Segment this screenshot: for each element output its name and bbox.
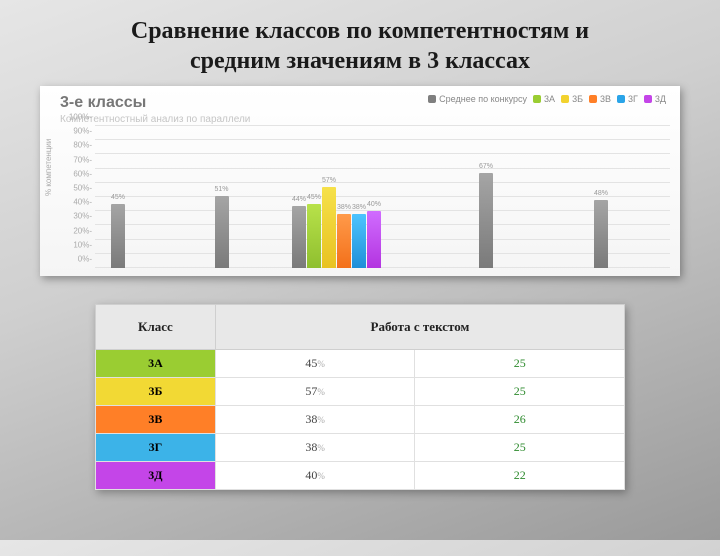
table-row: 3В38%26 bbox=[96, 406, 625, 434]
bar-group: 51% bbox=[215, 126, 229, 268]
y-tick-label: 10%- bbox=[60, 240, 92, 249]
bar-label: 45% bbox=[307, 194, 321, 201]
bar-group: 45% bbox=[111, 126, 125, 268]
bar: 45% bbox=[111, 204, 125, 268]
class-cell: 3А bbox=[96, 350, 216, 378]
bar-label: 38% bbox=[337, 204, 351, 211]
gridline bbox=[95, 196, 670, 197]
percent-cell: 45% bbox=[215, 350, 415, 378]
legend-swatch bbox=[617, 95, 625, 103]
percent-cell: 38% bbox=[215, 406, 415, 434]
legend-label: Среднее по конкурсу bbox=[439, 94, 527, 104]
y-tick-label: 0%- bbox=[60, 255, 92, 264]
gridline bbox=[95, 267, 670, 268]
legend-label: 3Д bbox=[655, 94, 666, 104]
gridline bbox=[95, 125, 670, 126]
legend-label: 3А bbox=[544, 94, 555, 104]
y-tick-label: 100%- bbox=[60, 113, 92, 122]
bar-group: 44%45%57%38%38%40% bbox=[292, 126, 381, 268]
table-row: 3Д40%22 bbox=[96, 462, 625, 490]
table-row: 3Б57%25 bbox=[96, 378, 625, 406]
bar: 40% bbox=[367, 211, 381, 268]
gridline bbox=[95, 168, 670, 169]
score-cell: 26 bbox=[415, 406, 625, 434]
legend-item: Среднее по конкурсу bbox=[428, 94, 527, 104]
y-tick-label: 50%- bbox=[60, 184, 92, 193]
chart-title: 3-е классы bbox=[60, 94, 146, 112]
percent-cell: 40% bbox=[215, 462, 415, 490]
col-header-class: Класс bbox=[96, 305, 216, 350]
bar: 38% bbox=[337, 214, 351, 268]
class-cell: 3Д bbox=[96, 462, 216, 490]
y-tick-label: 40%- bbox=[60, 198, 92, 207]
bar-label: 57% bbox=[322, 177, 336, 184]
chart-panel: 3-е классы Компетентностный анализ по па… bbox=[40, 86, 680, 276]
legend-item: 3Д bbox=[644, 94, 666, 104]
gridline bbox=[95, 224, 670, 225]
bar-label: 40% bbox=[367, 201, 381, 208]
bar: 67% bbox=[479, 173, 493, 268]
score-cell: 25 bbox=[415, 378, 625, 406]
bar-group: 67% bbox=[479, 126, 493, 268]
legend-item: 3В bbox=[589, 94, 611, 104]
bar: 48% bbox=[594, 200, 608, 268]
bar-group: 48% bbox=[594, 126, 608, 268]
title-line-2: средним значениям в 3 классах bbox=[190, 48, 530, 74]
bar: 51% bbox=[215, 196, 229, 268]
legend-swatch bbox=[428, 95, 436, 103]
title-line-1: Сравнение классов по компетентностям и bbox=[131, 18, 589, 44]
bar: 57% bbox=[322, 187, 336, 268]
bar-label: 48% bbox=[594, 190, 608, 197]
bar: 38% bbox=[352, 214, 366, 268]
table-body: 3А45%253Б57%253В38%263Г38%253Д40%22 bbox=[96, 350, 625, 490]
gridline bbox=[95, 139, 670, 140]
score-cell: 22 bbox=[415, 462, 625, 490]
percent-cell: 57% bbox=[215, 378, 415, 406]
legend-swatch bbox=[533, 95, 541, 103]
legend-item: 3Б bbox=[561, 94, 583, 104]
y-tick-label: 70%- bbox=[60, 155, 92, 164]
gridline bbox=[95, 182, 670, 183]
bar-label: 67% bbox=[479, 163, 493, 170]
chart-plot-area: 0%-10%-20%-30%-40%-50%-60%-70%-80%-90%-1… bbox=[95, 126, 670, 268]
table-row: 3Г38%25 bbox=[96, 434, 625, 462]
legend-swatch bbox=[589, 95, 597, 103]
bar: 45% bbox=[307, 204, 321, 268]
bar-label: 45% bbox=[111, 194, 125, 201]
score-cell: 25 bbox=[415, 350, 625, 378]
page-title: Сравнение классов по компетентностям и с… bbox=[40, 16, 680, 76]
gridline bbox=[95, 239, 670, 240]
bar-label: 38% bbox=[352, 204, 366, 211]
chart-legend: Среднее по конкурсу 3А 3Б 3В 3Г 3Д bbox=[428, 94, 666, 104]
y-tick-label: 20%- bbox=[60, 226, 92, 235]
legend-item: 3А bbox=[533, 94, 555, 104]
results-table: Класс Работа с текстом 3А45%253Б57%253В3… bbox=[95, 304, 625, 490]
table-row: 3А45%25 bbox=[96, 350, 625, 378]
col-header-work: Работа с текстом bbox=[215, 305, 624, 350]
gridline bbox=[95, 253, 670, 254]
class-cell: 3Г bbox=[96, 434, 216, 462]
legend-item: 3Г bbox=[617, 94, 638, 104]
y-tick-label: 30%- bbox=[60, 212, 92, 221]
y-tick-label: 80%- bbox=[60, 141, 92, 150]
legend-label: 3Б bbox=[572, 94, 583, 104]
class-cell: 3Б bbox=[96, 378, 216, 406]
bar-label: 51% bbox=[214, 186, 228, 193]
bar: 44% bbox=[292, 206, 306, 268]
legend-swatch bbox=[561, 95, 569, 103]
y-tick-label: 60%- bbox=[60, 169, 92, 178]
percent-cell: 38% bbox=[215, 434, 415, 462]
legend-swatch bbox=[644, 95, 652, 103]
y-axis-label: % компетенции bbox=[44, 139, 53, 196]
legend-label: 3Г bbox=[628, 94, 638, 104]
gridline bbox=[95, 153, 670, 154]
gridline bbox=[95, 210, 670, 211]
score-cell: 25 bbox=[415, 434, 625, 462]
legend-label: 3В bbox=[600, 94, 611, 104]
bar-label: 44% bbox=[292, 196, 306, 203]
class-cell: 3В bbox=[96, 406, 216, 434]
y-tick-label: 90%- bbox=[60, 127, 92, 136]
